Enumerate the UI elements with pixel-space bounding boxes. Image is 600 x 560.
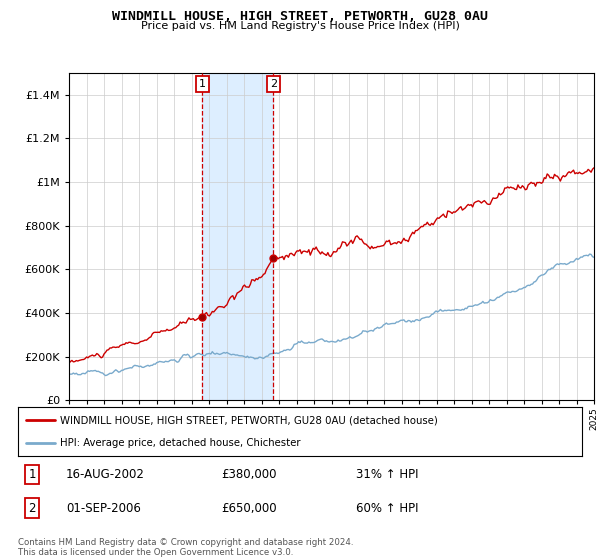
Text: 2: 2 xyxy=(269,79,277,88)
Text: 16-AUG-2002: 16-AUG-2002 xyxy=(66,468,145,481)
Text: HPI: Average price, detached house, Chichester: HPI: Average price, detached house, Chic… xyxy=(60,438,301,448)
Text: 1: 1 xyxy=(199,79,206,88)
Text: WINDMILL HOUSE, HIGH STREET, PETWORTH, GU28 0AU (detached house): WINDMILL HOUSE, HIGH STREET, PETWORTH, G… xyxy=(60,416,438,426)
Text: £650,000: £650,000 xyxy=(221,502,277,515)
Text: £380,000: £380,000 xyxy=(221,468,277,481)
Text: Contains HM Land Registry data © Crown copyright and database right 2024.
This d: Contains HM Land Registry data © Crown c… xyxy=(18,538,353,557)
Text: Price paid vs. HM Land Registry's House Price Index (HPI): Price paid vs. HM Land Registry's House … xyxy=(140,21,460,31)
Text: 31% ↑ HPI: 31% ↑ HPI xyxy=(356,468,419,481)
Text: 60% ↑ HPI: 60% ↑ HPI xyxy=(356,502,419,515)
Text: 01-SEP-2006: 01-SEP-2006 xyxy=(66,502,141,515)
Text: 1: 1 xyxy=(28,468,36,481)
Text: 2: 2 xyxy=(28,502,36,515)
Text: WINDMILL HOUSE, HIGH STREET, PETWORTH, GU28 0AU: WINDMILL HOUSE, HIGH STREET, PETWORTH, G… xyxy=(112,10,488,23)
Bar xyxy=(202,73,273,400)
